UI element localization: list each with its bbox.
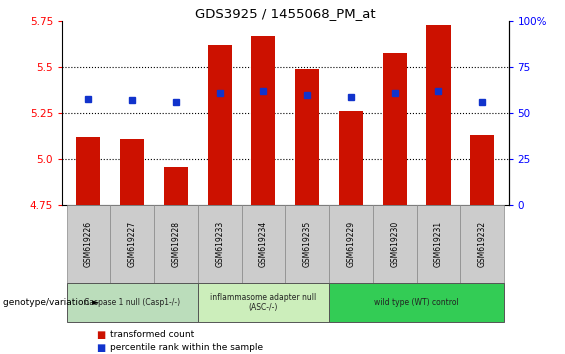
Text: GSM619234: GSM619234 — [259, 221, 268, 267]
Bar — [460, 205, 504, 283]
Bar — [251, 36, 276, 205]
Bar — [373, 205, 416, 283]
Bar — [427, 25, 450, 205]
Bar — [110, 205, 154, 283]
Text: GSM619230: GSM619230 — [390, 221, 399, 267]
Bar — [164, 167, 188, 205]
Text: ■: ■ — [96, 343, 105, 353]
Text: GSM619229: GSM619229 — [346, 221, 355, 267]
Text: GSM619227: GSM619227 — [128, 221, 137, 267]
Bar — [383, 52, 407, 205]
Bar — [329, 283, 504, 322]
Bar — [208, 45, 232, 205]
Bar — [198, 205, 242, 283]
Bar — [67, 205, 110, 283]
Bar — [416, 205, 460, 283]
Text: ■: ■ — [96, 330, 105, 339]
Text: GSM619233: GSM619233 — [215, 221, 224, 267]
Text: GSM619231: GSM619231 — [434, 221, 443, 267]
Text: GSM619226: GSM619226 — [84, 221, 93, 267]
Text: wild type (WT) control: wild type (WT) control — [374, 298, 459, 307]
Text: genotype/variation ►: genotype/variation ► — [3, 298, 99, 307]
Bar — [120, 139, 144, 205]
Text: transformed count: transformed count — [110, 330, 194, 339]
Bar — [329, 205, 373, 283]
Bar — [198, 283, 329, 322]
Text: GSM619232: GSM619232 — [478, 221, 486, 267]
Bar — [295, 69, 319, 205]
Bar — [339, 112, 363, 205]
Text: GSM619228: GSM619228 — [171, 221, 180, 267]
Bar — [285, 205, 329, 283]
Text: Caspase 1 null (Casp1-/-): Caspase 1 null (Casp1-/-) — [84, 298, 180, 307]
Text: GSM619235: GSM619235 — [303, 221, 312, 267]
Text: percentile rank within the sample: percentile rank within the sample — [110, 343, 263, 352]
Title: GDS3925 / 1455068_PM_at: GDS3925 / 1455068_PM_at — [195, 7, 376, 20]
Bar — [76, 137, 101, 205]
Bar — [470, 135, 494, 205]
Bar — [242, 205, 285, 283]
Text: inflammasome adapter null
(ASC-/-): inflammasome adapter null (ASC-/-) — [210, 293, 316, 312]
Bar — [154, 205, 198, 283]
Bar — [67, 283, 198, 322]
